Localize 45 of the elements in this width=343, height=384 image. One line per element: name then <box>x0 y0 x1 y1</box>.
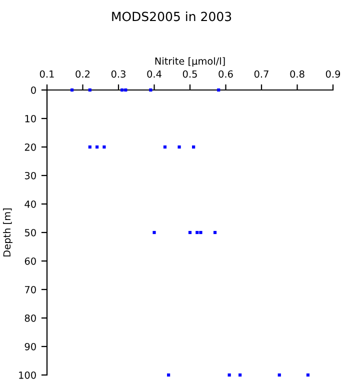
point <box>178 145 181 149</box>
x-axis-title: Nitrite [µmol/l] <box>155 57 225 67</box>
x-tick-label: 0.9 <box>326 70 340 78</box>
y-tick-label: 0 <box>31 86 36 94</box>
x-tick-label: 0.6 <box>218 70 233 78</box>
x-tick-label: 0.1 <box>40 70 54 78</box>
point <box>88 88 92 92</box>
x-tick-label: 0.2 <box>76 70 90 78</box>
point <box>149 88 152 92</box>
x-tick-label: 0.3 <box>111 70 126 78</box>
point <box>199 230 202 234</box>
x-tick-label: 0.4 <box>147 70 162 78</box>
point <box>188 230 192 234</box>
y-tick-label: 60 <box>24 257 36 265</box>
point <box>120 88 124 92</box>
point <box>196 230 199 234</box>
point <box>102 145 106 149</box>
x-tick-label: 0.5 <box>182 70 197 78</box>
y-tick-label: 50 <box>24 228 36 236</box>
point <box>95 145 99 149</box>
x-tick-label: 0.8 <box>290 70 304 78</box>
point <box>217 88 220 92</box>
point <box>163 145 167 149</box>
y-tick-label: 30 <box>24 172 36 180</box>
point <box>213 230 217 234</box>
y-tick-label: 100 <box>19 371 36 379</box>
x-tick-label: 0.7 <box>254 70 268 78</box>
y-tick-label: 10 <box>25 114 36 122</box>
point <box>124 88 128 92</box>
point <box>70 88 74 92</box>
point <box>306 373 310 377</box>
point <box>152 230 156 234</box>
point <box>278 373 281 377</box>
y-tick-label: 70 <box>25 286 36 294</box>
y-tick-label: 20 <box>24 143 36 151</box>
chart-title: MODS2005 in 2003 <box>112 12 232 22</box>
point <box>228 373 231 377</box>
y-tick-label: 90 <box>24 342 36 350</box>
y-axis-title: Depth [m] <box>3 208 12 256</box>
y-tick-label: 80 <box>24 314 36 322</box>
point <box>192 145 196 149</box>
point <box>166 373 170 377</box>
point <box>238 373 242 377</box>
point <box>88 145 92 149</box>
y-tick-label: 40 <box>24 200 36 208</box>
